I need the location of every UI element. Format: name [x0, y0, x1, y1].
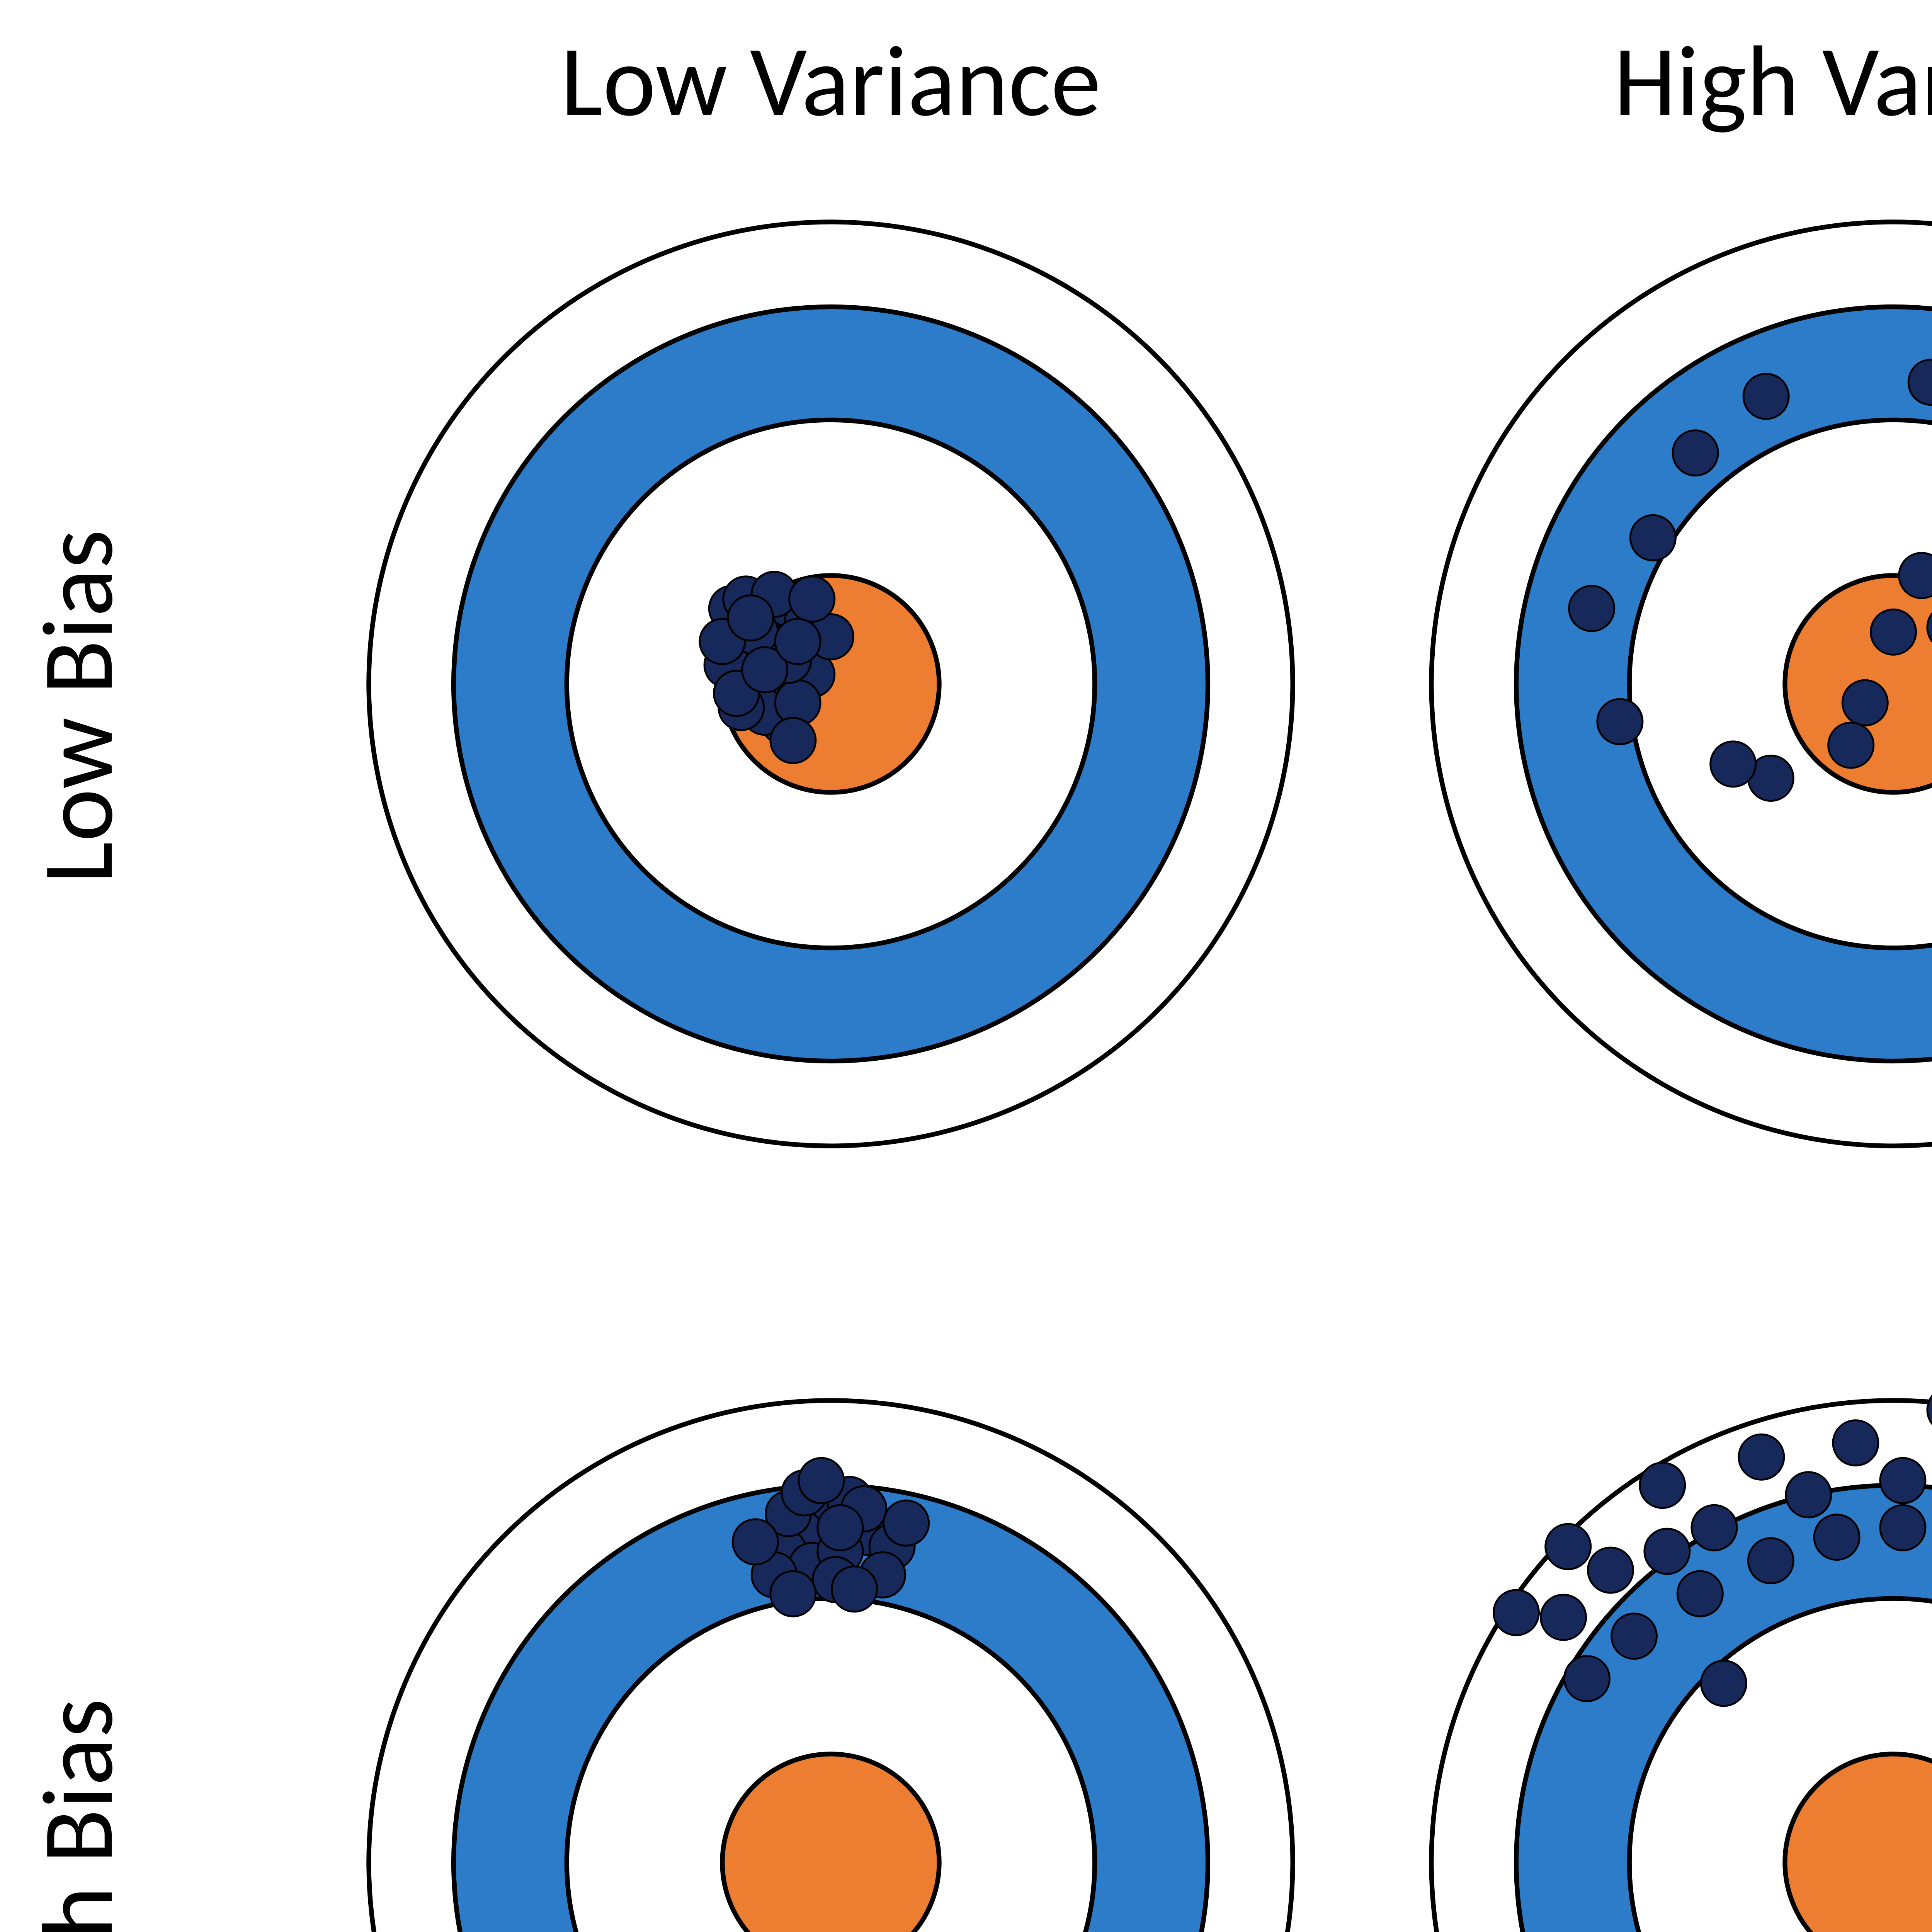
- target-hb-lv-dot-17: [770, 1571, 816, 1616]
- target-lb-lv-dot-24: [770, 718, 816, 763]
- target-lb-lv-dot-28: [728, 595, 773, 641]
- target-hb-hv-dot-4: [1546, 1524, 1591, 1569]
- target-hb-hv-dot-19: [1645, 1529, 1690, 1574]
- target-hb-lv-dot-15: [799, 1458, 844, 1503]
- target-low-bias-high-variance: [1422, 213, 1932, 1155]
- target-lb-lv-dot-29: [775, 619, 820, 664]
- target-hb-lv-dot-18: [884, 1500, 929, 1546]
- target-high-bias-high-variance: [1422, 1391, 1932, 1932]
- target-hb-hv-dot-2: [1739, 1434, 1784, 1480]
- target-lb-hv-dot-17: [1711, 742, 1756, 787]
- target-lb-lv-dot-25: [789, 577, 835, 622]
- target-hb-lv-dot-14: [733, 1519, 778, 1565]
- target-hb-hv-svg: [1422, 1391, 1932, 1932]
- target-lb-hv-dot-8: [1569, 586, 1614, 631]
- target-lb-hv-dot-0: [1871, 609, 1916, 655]
- target-low-bias-low-variance: [359, 213, 1302, 1155]
- target-hb-hv-dot-7: [1692, 1505, 1737, 1550]
- target-lb-lv-svg: [359, 213, 1302, 1155]
- column-header-low-variance: Low Variance: [328, 19, 1333, 142]
- target-hb-lv-dot-19: [818, 1505, 863, 1550]
- target-hb-hv-dot-3: [1640, 1463, 1685, 1508]
- target-lb-hv-dot-18: [1630, 515, 1675, 560]
- column-header-high-variance: High Variance: [1391, 19, 1932, 142]
- target-hb-hv-dot-10: [1677, 1571, 1723, 1616]
- target-hb-hv-dot-18: [1541, 1595, 1586, 1640]
- target-hb-hv-dot-6: [1588, 1548, 1633, 1593]
- target-hb-hv-dot-12: [1564, 1656, 1609, 1701]
- target-hb-hv-dot-5: [1493, 1590, 1539, 1635]
- target-hb-hv-dot-11: [1611, 1614, 1656, 1659]
- target-hb-hv-dot-15: [1880, 1505, 1925, 1550]
- target-lb-hv-dot-1: [1842, 680, 1888, 725]
- target-lb-hv-dot-10: [1743, 374, 1789, 419]
- target-lb-hv-dot-9: [1673, 430, 1718, 476]
- target-hb-hv-dot-17: [1701, 1661, 1746, 1706]
- target-hb-lv-dot-16: [832, 1566, 877, 1612]
- target-hb-lv-svg: [359, 1391, 1302, 1932]
- target-lb-hv-dot-4: [1828, 723, 1874, 768]
- target-hb-hv-dot-8: [1786, 1472, 1831, 1517]
- target-hb-hv-dot-14: [1814, 1515, 1859, 1560]
- target-hb-hv-dot-1: [1833, 1420, 1878, 1466]
- row-header-low-bias: Low Bias: [16, 204, 139, 1209]
- row-header-high-bias: High Bias: [16, 1383, 139, 1932]
- target-high-bias-low-variance: [359, 1391, 1302, 1932]
- target-lb-hv-svg: [1422, 213, 1932, 1155]
- target-hb-hv-dot-13: [1748, 1538, 1793, 1583]
- target-lb-hv-dot-7: [1597, 699, 1643, 744]
- target-hb-hv-dot-9: [1880, 1458, 1925, 1503]
